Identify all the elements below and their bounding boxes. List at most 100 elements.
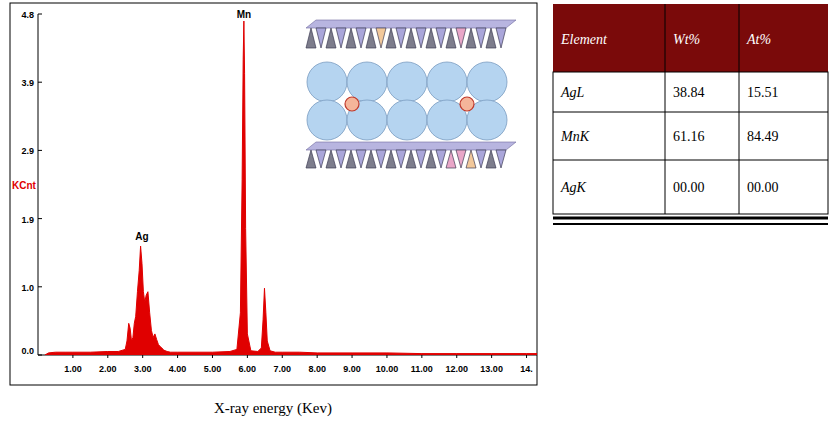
octahedron — [426, 28, 436, 48]
table-cell: 15.51 — [747, 85, 779, 100]
octahedron — [386, 28, 396, 48]
table-cell: AgK — [560, 180, 587, 195]
y-tick — [38, 150, 42, 151]
octahedron — [436, 28, 446, 48]
octahedron — [306, 150, 316, 168]
table-header-bg — [553, 4, 828, 72]
y-tick-label: 2.9 — [21, 146, 34, 156]
peak-label: Ag — [135, 231, 148, 242]
octahedron — [396, 150, 406, 168]
x-tick-label: 6.00 — [239, 364, 257, 374]
y-tick — [38, 82, 42, 83]
table-cell: AgL — [560, 85, 585, 100]
octahedron — [456, 150, 466, 168]
x-tick — [107, 355, 108, 358]
octahedron — [306, 28, 316, 48]
octahedron — [446, 150, 456, 168]
y-tick — [38, 355, 42, 356]
octahedron — [336, 150, 346, 168]
y-axis-title: KCnt — [12, 180, 37, 191]
y-tick-label: 4.8 — [21, 10, 34, 20]
x-tick — [421, 355, 422, 358]
table-header: Element — [560, 32, 608, 47]
octahedron — [406, 28, 416, 48]
water-molecule — [467, 62, 507, 102]
octahedron — [416, 28, 426, 48]
octahedron — [486, 150, 496, 168]
x-tick — [456, 355, 457, 358]
y-tick-label: 1.0 — [21, 283, 34, 293]
octahedron — [326, 28, 336, 48]
octahedron — [426, 150, 436, 168]
x-tick — [282, 355, 283, 358]
x-tick-label: 5.00 — [204, 364, 222, 374]
octahedron — [316, 150, 326, 168]
octahedron — [496, 28, 506, 48]
composition-table: ElementWt%At%AgL38.8415.51MnK61.1684.49A… — [553, 4, 828, 224]
table-cell: MnK — [560, 129, 590, 144]
x-tick-label: 13.00 — [480, 364, 503, 374]
y-tick — [38, 218, 42, 219]
x-tick — [247, 355, 248, 358]
water-molecule — [307, 100, 347, 140]
x-tick-label: 7.00 — [274, 364, 292, 374]
octahedron — [436, 150, 446, 168]
octahedron — [356, 28, 366, 48]
octahedron — [416, 150, 426, 168]
octahedron — [486, 28, 496, 48]
plot-area — [45, 21, 537, 355]
octahedron — [406, 150, 416, 168]
table-col-line — [739, 4, 740, 214]
x-tick — [491, 355, 492, 358]
x-tick-label: 12.00 — [445, 364, 468, 374]
table-header: At% — [746, 32, 771, 47]
water-molecule — [427, 62, 467, 102]
octahedron — [496, 150, 506, 168]
y-tick-label: 1.9 — [21, 215, 34, 225]
y-tick-label: 0.0 — [21, 346, 34, 356]
y-tick — [38, 14, 42, 15]
x-tick-label: 11.00 — [411, 364, 433, 374]
table-cell: 00.00 — [673, 180, 705, 195]
octahedron — [326, 150, 336, 168]
octahedron — [356, 150, 366, 168]
octahedron — [336, 28, 346, 48]
x-tick-label: 8.00 — [308, 364, 326, 374]
x-tick — [72, 355, 73, 358]
table-col-line — [665, 4, 666, 214]
table-cell: 00.00 — [747, 180, 779, 195]
silver-ion — [460, 97, 474, 111]
water-molecule — [387, 62, 427, 102]
octahedron — [476, 150, 486, 168]
x-tick-label: 4.00 — [169, 364, 187, 374]
table-header: Wt% — [673, 32, 700, 47]
water-molecule — [307, 62, 347, 102]
x-tick — [142, 355, 143, 358]
octahedron — [346, 28, 356, 48]
silver-ion — [345, 97, 359, 111]
table-body — [553, 72, 828, 214]
x-tick — [317, 355, 318, 358]
table-cell: 61.16 — [673, 129, 705, 144]
chart-frame — [10, 3, 537, 385]
y-tick — [38, 286, 42, 287]
x-tick — [526, 355, 527, 358]
x-tick-label: 10.00 — [376, 364, 399, 374]
table-row-line — [553, 112, 828, 113]
page: 0.01.01.92.93.94.81.002.003.004.005.006.… — [0, 0, 831, 426]
table-row-line — [553, 160, 828, 161]
octahedron — [346, 150, 356, 168]
x-tick-label: 9.00 — [343, 364, 361, 374]
x-tick — [212, 355, 213, 358]
octahedron — [466, 150, 476, 168]
x-tick-label: 3.00 — [134, 364, 152, 374]
octahedron — [376, 28, 386, 48]
table-rule — [553, 217, 828, 220]
x-tick — [177, 355, 178, 358]
water-molecule — [347, 62, 387, 102]
octahedron — [456, 28, 466, 48]
x-tick-label: 2.00 — [99, 364, 117, 374]
octahedron — [386, 150, 396, 168]
octahedron — [366, 28, 376, 48]
x-tick-label: 14. — [520, 364, 533, 374]
